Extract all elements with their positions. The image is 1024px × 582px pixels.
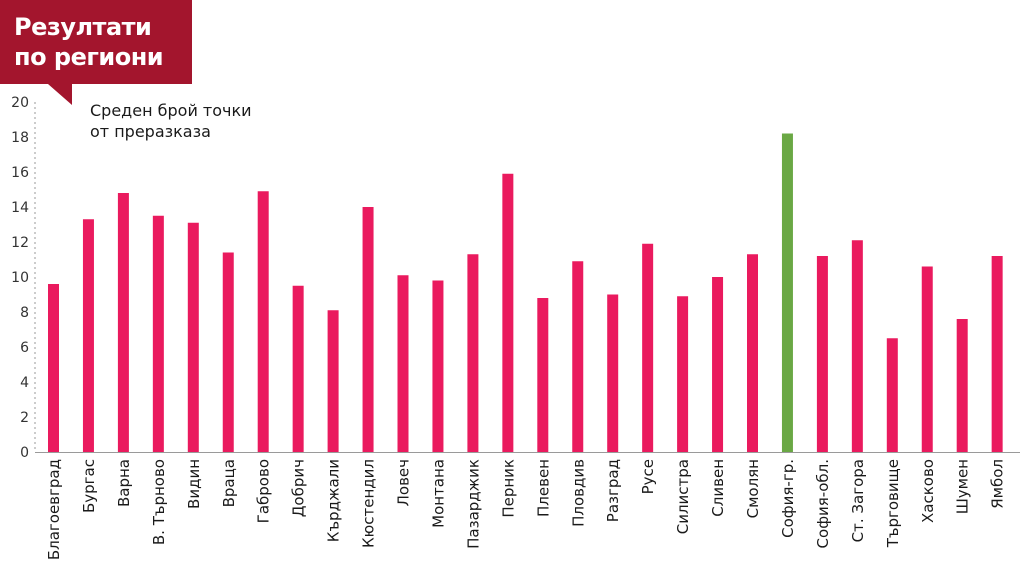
bar (432, 280, 444, 452)
y-tick-label: 8 (20, 305, 29, 321)
chart-title: Резултати по региони (14, 12, 189, 72)
bar (991, 256, 1003, 452)
bar (222, 252, 234, 452)
category-label: Сливен (709, 459, 727, 517)
y-tick-label: 4 (20, 375, 29, 391)
category-label: Ловеч (395, 459, 413, 506)
category-label: Разград (604, 459, 622, 522)
category-label: Варна (115, 459, 133, 507)
bar (642, 243, 654, 452)
y-tick-label: 20 (11, 95, 29, 111)
title-badge-background (0, 0, 192, 105)
y-tick-label: 2 (20, 410, 29, 426)
category-label: Плевен (534, 459, 552, 517)
bar (187, 222, 199, 452)
category-label: Пловдив (569, 459, 587, 527)
bar (956, 319, 968, 452)
bars (48, 133, 1003, 452)
category-label: София-обл. (814, 459, 832, 548)
bar (152, 215, 164, 452)
category-label: Габрово (255, 459, 273, 523)
y-axis-label-line-1: Среден брой точки (90, 101, 252, 120)
category-label: Хасково (919, 459, 937, 523)
bar (502, 173, 514, 452)
category-label: Силистра (674, 459, 692, 534)
category-label: Благоевград (45, 459, 63, 560)
bar (572, 261, 584, 452)
y-tick-label: 0 (20, 445, 29, 461)
category-label: Видин (185, 459, 203, 509)
chart-title-line-2: по региони (14, 43, 164, 71)
category-label: Смолян (744, 459, 762, 518)
y-tick-label: 6 (20, 340, 29, 356)
chart-title-line-1: Резултати (14, 13, 152, 41)
bar (747, 254, 758, 452)
category-label: Ямбол (989, 459, 1007, 509)
category-label: София-гр. (779, 459, 797, 538)
category-label: Шумен (954, 459, 972, 514)
bar (397, 275, 409, 452)
y-tick-label: 10 (11, 270, 29, 286)
category-label: Търговище (884, 459, 902, 548)
category-label: В. Търново (150, 459, 168, 545)
bar (82, 219, 94, 452)
bar (327, 310, 339, 452)
bar (677, 296, 689, 452)
bar (921, 266, 933, 452)
y-tick-label: 18 (11, 130, 29, 146)
bar (257, 191, 269, 452)
bar (362, 207, 374, 452)
bar (712, 277, 724, 452)
bar (851, 240, 863, 452)
bar (467, 254, 479, 452)
category-label: Враца (220, 459, 238, 507)
category-label: Пазарджик (464, 459, 482, 549)
category-label: Перник (499, 459, 517, 518)
bar (48, 284, 59, 452)
category-label: Добрич (290, 459, 308, 517)
bar (117, 193, 129, 452)
y-tick-label: 14 (11, 200, 29, 216)
bar (292, 285, 304, 452)
category-label: Монтана (429, 459, 447, 528)
category-label: Бургас (80, 459, 98, 513)
category-label: Кърджали (325, 459, 343, 542)
y-tick-labels: 0 2 4 6 8 10 12 14 16 18 20 (11, 95, 29, 461)
title-badge (0, 0, 192, 105)
category-labels: Благоевград Бургас Варна В. Търново Видин Вра… (45, 459, 1007, 560)
y-tick-label: 16 (11, 165, 29, 181)
category-label: Ст. Загора (849, 459, 867, 542)
y-tick-label: 12 (11, 235, 29, 251)
category-label: Кюстендил (360, 459, 378, 548)
y-axis-label-line-2: от преразказа (90, 122, 211, 141)
bar (816, 256, 828, 452)
bar (886, 338, 898, 452)
bar (781, 133, 793, 452)
category-label: Русе (639, 459, 657, 494)
bar (537, 298, 549, 452)
bar (607, 294, 619, 452)
